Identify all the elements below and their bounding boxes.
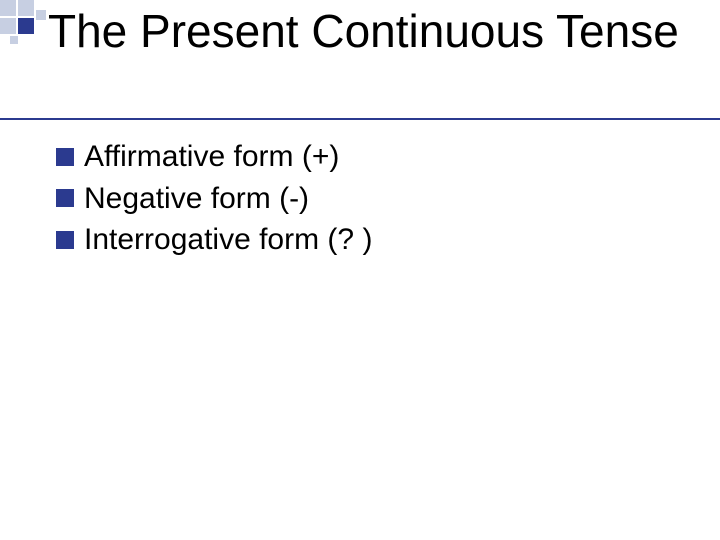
slide-title: The Present Continuous Tense — [48, 6, 700, 58]
square-bullet-icon — [56, 189, 74, 207]
square-bullet-icon — [56, 148, 74, 166]
title-area: The Present Continuous Tense — [48, 6, 700, 58]
title-underline — [0, 118, 720, 120]
list-item-text: Interrogative form (? ) — [84, 221, 372, 259]
decor-square — [0, 18, 16, 34]
decor-square — [0, 0, 16, 16]
decor-square — [36, 10, 46, 20]
square-bullet-icon — [56, 231, 74, 249]
list-item: Interrogative form (? ) — [56, 221, 700, 259]
list-item-text: Affirmative form (+) — [84, 138, 339, 176]
decor-square — [18, 0, 34, 16]
list-item-text: Negative form (-) — [84, 180, 309, 218]
bullet-list: Affirmative form (+) Negative form (-)Int… — [56, 138, 700, 263]
decor-square — [10, 36, 18, 44]
list-item: Negative form (-) — [56, 180, 700, 218]
decor-square — [18, 18, 34, 34]
list-item: Affirmative form (+) — [56, 138, 700, 176]
